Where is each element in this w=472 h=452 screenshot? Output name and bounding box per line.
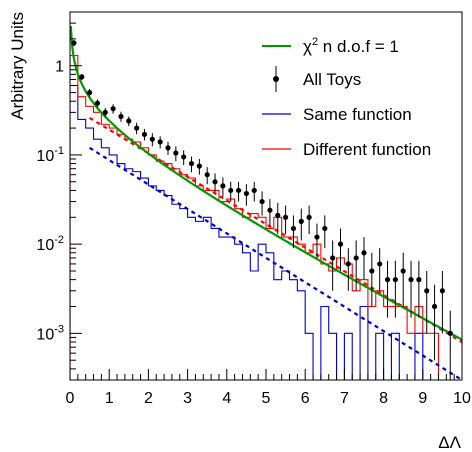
toys-point <box>251 187 257 194</box>
toys-point <box>102 109 108 115</box>
toys-points <box>71 39 453 380</box>
legend-toys-marker <box>273 76 279 82</box>
legend-chi2-label: χ2 n d.o.f = 1 <box>303 36 399 56</box>
x-tick-label: 3 <box>183 390 192 407</box>
toys-point <box>416 277 422 283</box>
toys-point <box>408 277 414 283</box>
toys-point <box>337 241 344 247</box>
legend-toys-label: All Toys <box>303 70 361 89</box>
y-tick-label: 1 <box>55 59 64 76</box>
toys-point <box>384 277 391 283</box>
toys-point <box>330 255 336 261</box>
toys-point <box>204 172 210 178</box>
toys-point <box>424 288 430 294</box>
x-axis-ticks <box>69 369 463 380</box>
toys-point <box>220 183 226 189</box>
legend-same-label: Same function <box>303 105 412 124</box>
y-axis-ticks <box>70 11 82 381</box>
toys-point <box>431 303 438 310</box>
x-tick-label: 4 <box>222 390 231 407</box>
x-tick-label: 5 <box>262 390 271 407</box>
x-tick-label: 6 <box>301 390 310 407</box>
histogram-same <box>70 84 462 380</box>
toys-point <box>369 268 375 274</box>
toys-point <box>157 139 163 145</box>
toys-point <box>306 214 312 220</box>
toys-point <box>79 74 85 80</box>
toys-point <box>447 330 453 336</box>
x-tick-label: 7 <box>340 390 349 407</box>
x-tick-label: 9 <box>418 390 427 407</box>
toys-point <box>196 163 202 169</box>
toys-point <box>188 160 195 167</box>
toys-point <box>290 225 297 232</box>
toys-point <box>377 261 383 267</box>
toys-point <box>392 277 398 283</box>
toys-point <box>126 118 132 124</box>
toys-point <box>275 212 281 218</box>
toys-point <box>110 106 116 112</box>
y-tick-label: 10-3 <box>36 323 64 343</box>
chi2-curve <box>70 25 462 341</box>
plot-frame <box>69 11 463 381</box>
toys-point <box>228 187 234 194</box>
toys-point <box>243 190 249 197</box>
toys-point <box>71 40 77 46</box>
legend-diff-label: Different function <box>303 140 431 159</box>
toys-point <box>181 154 187 160</box>
toys-point <box>118 113 124 120</box>
toys-point <box>173 150 179 156</box>
toys-point <box>235 187 242 194</box>
x-axis-label: ΔΛ <box>438 433 461 452</box>
plot-content <box>70 25 462 380</box>
toys-point <box>322 225 328 232</box>
toys-point <box>400 268 406 274</box>
legend: χ2 n d.o.f = 1 All Toys Same function Di… <box>262 36 431 159</box>
toys-point <box>149 136 155 142</box>
toys-point <box>361 250 367 256</box>
toys-point <box>212 179 218 185</box>
toys-point <box>267 207 273 213</box>
y-tick-labels: 10-3 10-2 10-1 1 <box>36 59 64 344</box>
toys-point <box>353 255 359 261</box>
y-tick-label: 10-1 <box>36 145 64 165</box>
toys-point <box>94 100 101 106</box>
toys-point <box>314 234 320 240</box>
y-tick-label: 10-2 <box>36 234 64 254</box>
x-tick-label: 0 <box>66 390 75 407</box>
toys-point <box>165 145 171 151</box>
toys-point <box>283 214 289 220</box>
toys-point <box>439 288 445 294</box>
y-axis-label: Arbitrary Units <box>8 12 27 120</box>
toys-point <box>259 198 265 205</box>
fit-line-same <box>89 146 462 380</box>
toys-point <box>345 261 351 267</box>
toys-point <box>141 131 148 137</box>
toys-point <box>134 125 140 131</box>
x-tick-label: 1 <box>105 390 114 407</box>
x-tick-labels: 0 1 2 3 4 5 6 7 8 9 10 <box>66 390 471 407</box>
x-tick-label: 8 <box>379 390 388 407</box>
x-tick-label: 10 <box>453 390 471 407</box>
toys-point <box>87 89 93 96</box>
toys-point <box>298 218 304 224</box>
x-tick-label: 2 <box>144 390 153 407</box>
